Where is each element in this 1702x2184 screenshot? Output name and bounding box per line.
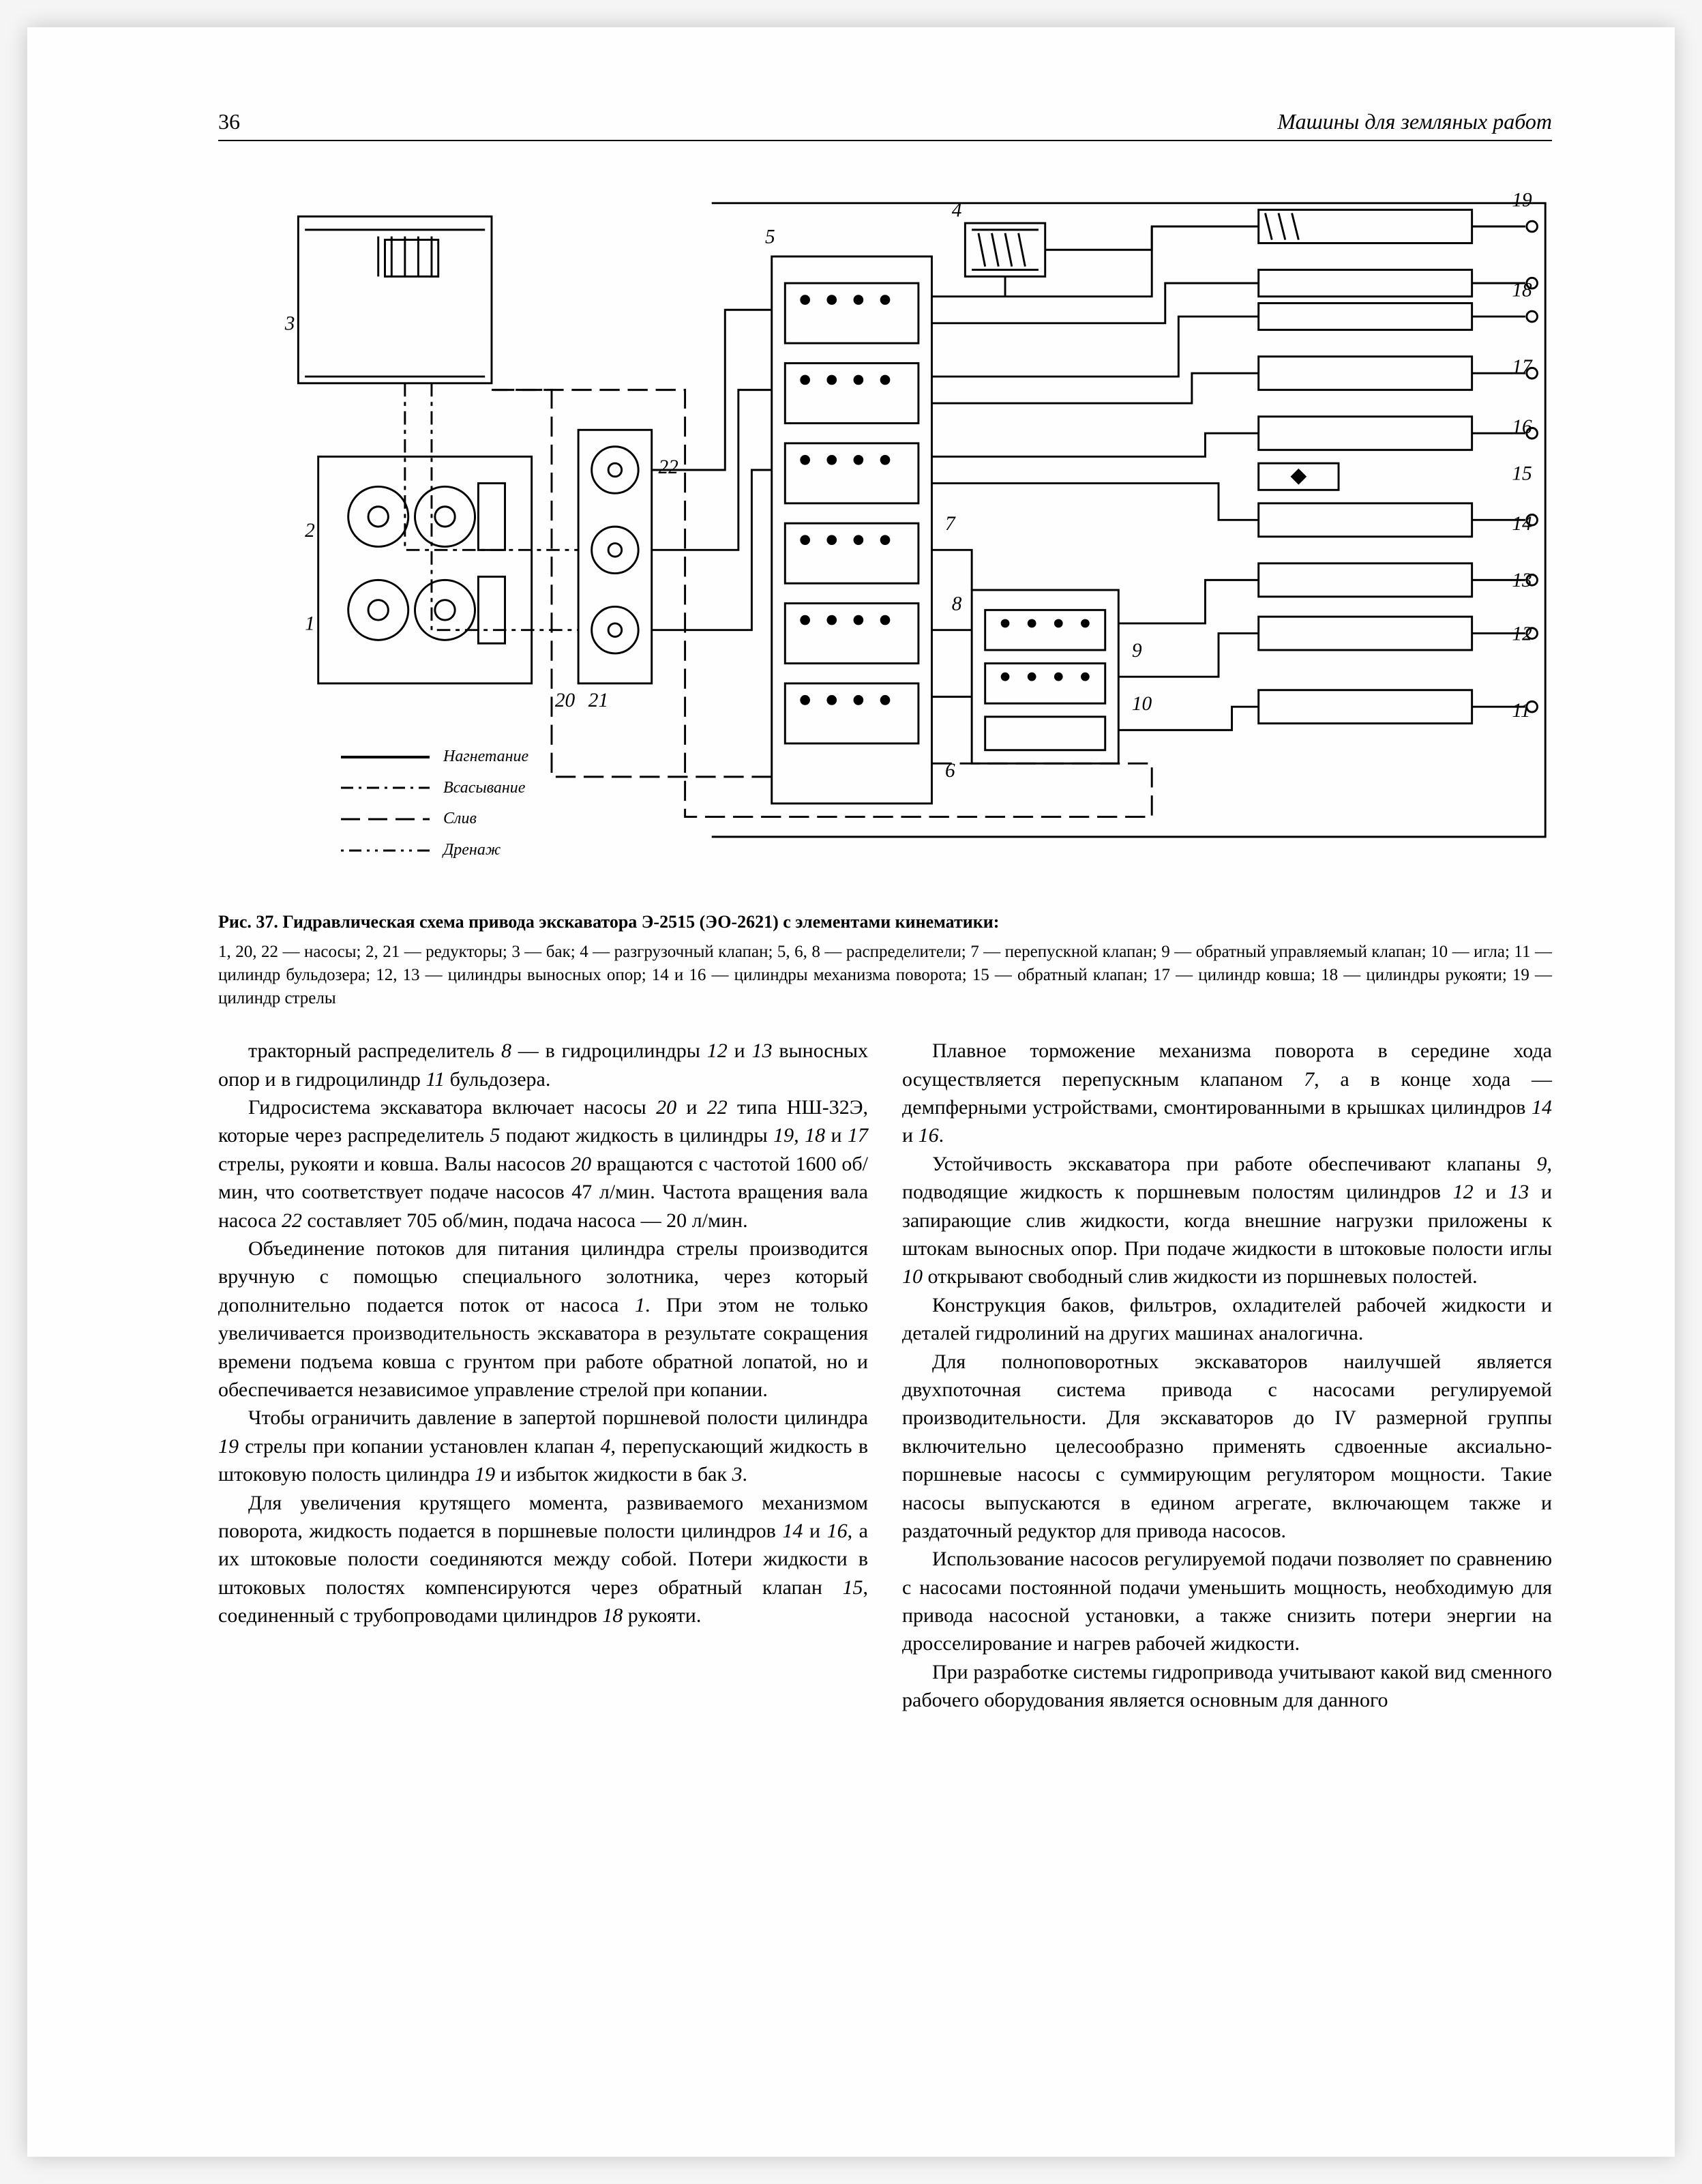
column-right: Плавное торможение механизма поворота в … [902,1037,1552,1714]
paragraph: Чтобы ограничить давление в запертой пор… [218,1404,868,1488]
label-22: 22 [658,456,678,478]
label-19: 19 [1512,190,1532,211]
body-text-columns: тракторный распределитель 8 — в гидроцил… [218,1037,1552,1714]
legend-line-solid [341,750,430,764]
legend-label: Нагнетание [443,741,528,773]
legend-row: Дренаж [341,835,528,866]
figure-caption-legend: 1, 20, 22 — насосы; 2, 21 — редукторы; 3… [218,941,1552,1009]
paragraph: Использование насосов регулируемой подач… [902,1545,1552,1658]
legend-line-dashdot [341,781,430,795]
label-13: 13 [1512,570,1532,591]
running-title: Машины для земляных работ [1277,109,1552,134]
book-page: 36 Машины для земляных работ 3 [27,27,1675,2157]
paragraph: тракторный распределитель 8 — в гидроцил… [218,1037,868,1093]
paragraph: Для полноповоротных экскаваторов наилучш… [902,1348,1552,1546]
figure-hydraulic-scheme: 3 2 1 22 21 20 [218,168,1552,891]
label-12: 12 [1512,623,1532,645]
paragraph: Плавное торможение механизма поворота в … [902,1037,1552,1150]
label-18: 18 [1512,280,1532,301]
label-1: 1 [305,613,315,635]
label-16: 16 [1512,416,1532,438]
label-17: 17 [1512,356,1533,378]
paragraph: Для увеличения крутящего момента, развив… [218,1489,868,1630]
label-9: 9 [1132,640,1142,662]
label-7: 7 [945,513,956,535]
legend-row: Слив [341,803,528,835]
paragraph: При разработке системы гидропривода учит… [902,1658,1552,1715]
label-10: 10 [1132,693,1152,715]
page-number: 36 [218,109,240,134]
label-21: 21 [588,690,608,711]
legend-label: Слив [443,803,477,835]
figure-legend: Нагнетание Всасывание Слив Дренаж [341,741,528,866]
legend-row: Нагнетание [341,741,528,773]
label-3: 3 [284,313,295,335]
legend-line-longdash [341,812,430,826]
paragraph: Гидросистема экскаватора включает насосы… [218,1093,868,1235]
label-2: 2 [305,520,315,542]
paragraph: Конструкция баков, фильтров, охладителей… [902,1291,1552,1348]
label-5: 5 [765,226,775,248]
column-left: тракторный распределитель 8 — в гидроцил… [218,1037,868,1714]
label-11: 11 [1512,700,1530,722]
label-15: 15 [1512,463,1532,485]
legend-label: Дренаж [443,835,501,866]
page-header: 36 Машины для земляных работ [218,109,1552,141]
label-8: 8 [952,593,962,615]
legend-label: Всасывание [443,773,525,804]
legend-line-dotdashdot [341,844,430,857]
paragraph: Устойчивость экскаватора при работе обес… [902,1150,1552,1291]
figure-caption-title: Рис. 37. Гидравлическая схема привода эк… [218,912,1552,932]
paragraph: Объединение потоков для питания цилиндра… [218,1235,868,1404]
label-20: 20 [555,690,576,711]
legend-row: Всасывание [341,773,528,804]
label-14: 14 [1512,513,1532,535]
